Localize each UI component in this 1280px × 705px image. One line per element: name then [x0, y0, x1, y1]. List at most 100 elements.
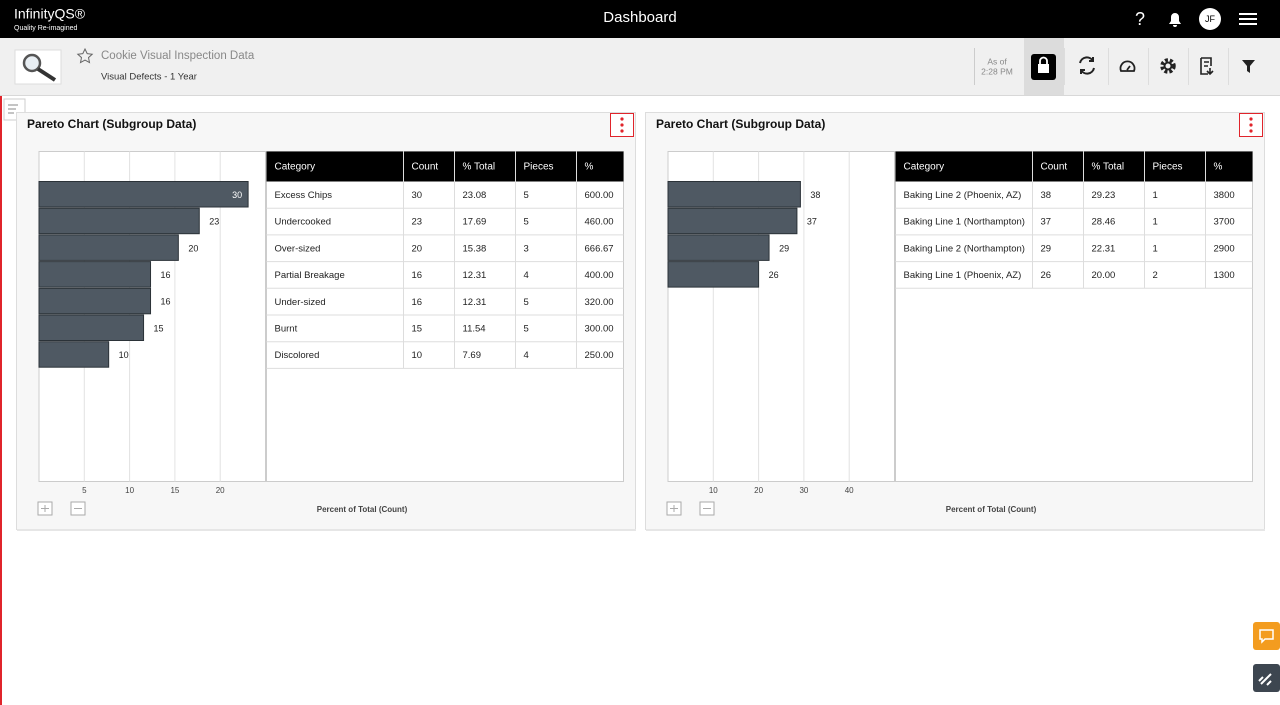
lock-shackle: [1039, 56, 1048, 64]
table-cell: 400.00: [585, 270, 614, 281]
settings-button[interactable]: [1160, 58, 1176, 74]
toolbar: [0, 38, 1280, 95]
button-icon: [41, 505, 49, 512]
panel-shadow: [17, 529, 636, 531]
gauge-button[interactable]: [1119, 60, 1136, 72]
bar: [667, 234, 770, 261]
magnifier-handle: [36, 67, 57, 82]
column-header: Pieces: [524, 162, 554, 173]
panel-title: Pareto Chart (Subgroup Data): [656, 117, 825, 131]
column-header: Category: [904, 162, 945, 173]
table-cell: 2900: [1214, 243, 1235, 254]
top-bar: [0, 0, 1280, 38]
x-axis-label: Percent of Total (Count): [946, 505, 1037, 514]
table-cell: 1: [1153, 217, 1158, 228]
column-header: Category: [275, 162, 316, 173]
bar-label: 10: [119, 350, 129, 360]
bar: [38, 234, 179, 261]
table-cell: 23: [412, 217, 423, 228]
chat-button[interactable]: [1253, 622, 1280, 650]
table-cell: 1: [1153, 243, 1158, 254]
table-cell: 11.54: [463, 324, 486, 335]
column-header: Count: [1041, 162, 1068, 173]
table-cell: 10: [412, 350, 423, 361]
menu-dot: [620, 117, 624, 121]
help-button[interactable]: ?: [1135, 9, 1145, 29]
table-cell: Excess Chips: [275, 190, 333, 201]
dataset-name: Cookie Visual Inspection Data: [101, 50, 255, 62]
table-cell: Under-sized: [275, 297, 326, 308]
table-cell: Baking Line 1 (Phoenix, AZ): [904, 270, 1022, 281]
bar-label: 38: [810, 190, 820, 200]
table-cell: 3700: [1214, 217, 1235, 228]
export-button[interactable]: [1200, 57, 1214, 76]
menu-button[interactable]: [1239, 13, 1257, 25]
refresh-button[interactable]: [1079, 56, 1095, 75]
x-tick-label: 40: [845, 486, 854, 495]
table-cell: 20: [412, 243, 423, 254]
bar-label: 29: [779, 243, 789, 253]
column-header: Count: [412, 162, 439, 173]
table-cell: Baking Line 2 (Phoenix, AZ): [904, 190, 1022, 201]
lock-icon: [1038, 64, 1049, 73]
table-cell: 4: [524, 270, 529, 281]
table-cell: 38: [1041, 190, 1052, 201]
table-cell: Baking Line 2 (Northampton): [904, 243, 1025, 254]
table-cell: 15: [412, 324, 423, 335]
table-cell: 5: [524, 297, 529, 308]
bar: [667, 261, 760, 288]
tagline: Quality Re-imagined: [14, 25, 78, 32]
bar: [667, 181, 801, 208]
left-accent: [0, 96, 2, 705]
table-cell: 12.31: [463, 297, 487, 308]
table-cell: 5: [524, 190, 529, 201]
bar: [38, 341, 110, 368]
table-cell: 30: [412, 190, 423, 201]
table-cell: 15.38: [463, 243, 487, 254]
table-cell: 16: [412, 270, 423, 281]
table-cell: 300.00: [585, 324, 614, 335]
column-header: % Total: [1092, 162, 1125, 173]
table-cell: 16: [412, 297, 423, 308]
bar: [38, 261, 152, 288]
table-body: Category Count % Total Pieces % Baking Line 2…: [895, 151, 1253, 289]
x-tick-label: 10: [125, 486, 134, 495]
table-cell: 5: [524, 324, 529, 335]
panel-shadow: [646, 529, 1265, 531]
bar-label: 23: [209, 217, 219, 227]
bar: [38, 314, 145, 341]
table-cell: 1: [1153, 190, 1158, 201]
user-initials: JF: [1205, 14, 1216, 24]
x-tick-label: 10: [709, 486, 718, 495]
table-cell: 22.31: [1092, 243, 1116, 254]
bar-label: 26: [769, 270, 779, 280]
bar: [38, 181, 249, 208]
bar: [38, 207, 200, 235]
menu-dot: [620, 123, 624, 127]
table-header: [895, 151, 1253, 182]
as-of-time: 2:28 PM: [981, 66, 1013, 76]
x-tick-label: 5: [82, 486, 87, 495]
settings-hub: [1163, 61, 1173, 71]
table-cell: 250.00: [585, 350, 614, 361]
table-cell: 7.69: [463, 350, 482, 361]
table-cell: Discolored: [275, 350, 320, 361]
bar: [667, 207, 798, 235]
x-tick-label: 15: [170, 486, 179, 495]
table-header: [266, 151, 624, 182]
table-cell: 28.46: [1092, 217, 1116, 228]
notifications-button[interactable]: [1169, 13, 1181, 27]
bar-label: 20: [188, 243, 198, 253]
chat-icon: [1259, 629, 1274, 644]
magnifier-icon: [22, 53, 42, 73]
button-icon: [670, 505, 678, 512]
filter-button[interactable]: [1242, 60, 1255, 73]
table-cell: 23.08: [463, 190, 487, 201]
dataset-subtitle: Visual Defects - 1 Year: [101, 72, 197, 83]
user-avatar[interactable]: [1199, 8, 1221, 30]
favorite-star[interactable]: [76, 47, 94, 64]
table-body: Category Count % Total Pieces % Excess Chips 3…: [266, 151, 624, 369]
table-cell: 29.23: [1092, 190, 1116, 201]
bar-label: 16: [161, 297, 171, 307]
